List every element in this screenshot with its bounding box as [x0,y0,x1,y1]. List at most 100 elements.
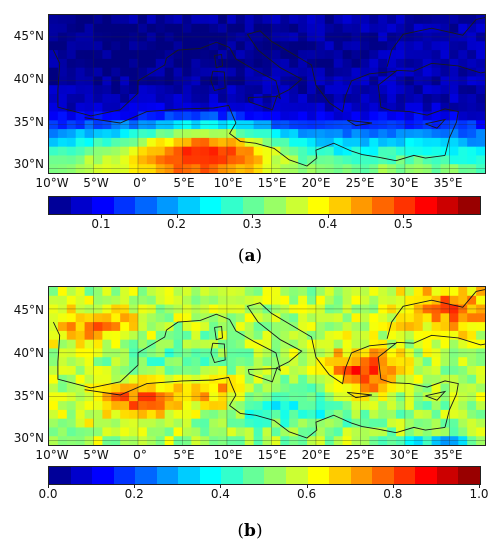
map-a-cell [413,15,424,25]
map-a-cell [111,67,121,77]
map-b-cell [289,287,299,297]
map-a-cell [173,15,183,25]
map-a-cell [173,50,183,60]
map-a-cell [129,23,139,33]
map-b-cell [387,330,397,341]
map-b-cell [315,357,326,367]
map-a-cell [129,129,139,139]
colorbar-tickmark [252,214,254,218]
map-b-cell [129,374,139,384]
lon-label: 30°E [389,176,419,190]
map-a-cell [235,85,246,95]
map-b-cell [476,427,485,437]
map-a-cell [387,94,397,104]
map-a-cell [244,129,255,139]
map-b-cell [244,322,255,332]
map-a-cell [369,137,379,148]
map-a-cell [458,41,468,51]
map-b-cell [342,322,352,332]
map-b-cell [164,287,174,297]
map-b-cell [422,322,433,332]
map-a-cell [173,67,183,77]
map-b-cell [93,409,103,420]
map-a-cell [75,50,85,60]
map-b-cell [57,418,68,428]
map-b-cell [413,418,424,428]
map-b-cell [431,401,441,411]
map-b-cell [253,357,263,367]
map-b-cell [387,339,397,349]
map-a-cell [235,50,246,60]
map-a-cell [413,58,424,69]
colorbar-segment [458,197,480,214]
map-b-cell [396,313,406,323]
map-a-cell [440,41,450,51]
map-b-cell [369,313,379,323]
map-b-cell [307,295,317,305]
map-b-cell [431,383,441,393]
map-b-cell [413,287,424,297]
map-b-cell [476,409,485,420]
map-a-cell [387,58,397,69]
map-b-cell [351,427,361,437]
map-b-cell [84,409,94,420]
map-b-cell [75,339,85,349]
map-b-cell [182,374,192,384]
map-a-cell [360,23,370,33]
map-b-cell [458,427,468,437]
map-a-cell [75,58,85,69]
map-b-cell [422,287,433,297]
map-b-cell [164,401,174,411]
map-a-cell [307,94,317,104]
map-a-cell [226,129,237,139]
map-b-cell [271,418,281,428]
map-b-cell [342,401,352,411]
map-b-cell [137,357,148,367]
map-b-cell [262,409,272,420]
map-a-cell [396,94,406,104]
map-a-cell [351,50,361,60]
map-a-cell [146,15,157,25]
map-a-cell [235,137,246,148]
map-b-cell [218,418,228,428]
map-a-cell [315,67,326,77]
map-b-cell [120,418,130,428]
map-a-cell [262,129,272,139]
lon-label: 25°E [345,448,375,462]
map-b-cell [173,339,183,349]
map-b-cell [467,383,477,393]
map-a-cell [404,155,415,165]
map-b-cell [209,427,219,437]
map-b-cell [75,322,85,332]
map-a-cell [155,102,166,112]
map-a-cell [164,146,174,156]
map-b-cell [262,357,272,367]
map-a-cell [342,155,352,165]
map-b-cell [449,418,459,428]
map-a-cell [324,67,335,77]
map-a-cell [449,85,459,95]
map-a-cell [440,155,450,165]
map-b-cell [146,339,157,349]
map-a-cell [324,41,335,51]
map-a-cell [120,41,130,51]
map-a-cell [458,137,468,148]
map-a-cell [75,129,85,139]
map-b-cell [369,330,379,341]
colorbar-segment [350,197,373,214]
map-b-cell [155,401,166,411]
map-a-cell [378,146,388,156]
lon-label: 10°W [35,176,69,190]
map-a-cell [271,155,281,165]
map-b-cell [146,374,157,384]
map-a-cell [102,50,112,60]
map-a-cell [146,111,157,121]
map-b-cell [191,330,201,341]
map-b-cell [218,374,228,384]
map-a-cell [333,15,344,25]
map-a-cell [155,41,166,51]
map-a-cell [235,67,246,77]
map-a-cell [102,58,112,69]
map-b-cell [173,295,183,305]
map-b-cell [226,295,237,305]
